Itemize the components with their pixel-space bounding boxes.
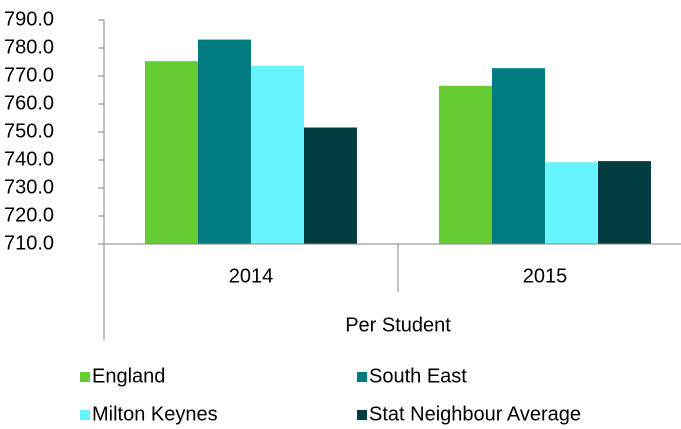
legend-label: England (92, 365, 165, 387)
y-tick-label: 740.0 (4, 148, 54, 170)
bar (545, 162, 598, 244)
legend-label: South East (369, 365, 467, 387)
y-tick-label: 720.0 (4, 204, 54, 226)
y-tick-label: 730.0 (4, 176, 54, 198)
bar (145, 61, 198, 244)
legend-swatch (357, 410, 367, 420)
bar (598, 161, 651, 244)
legend-label: Stat Neighbour Average (369, 403, 581, 425)
bar (251, 65, 304, 244)
legend-swatch (357, 372, 367, 382)
bar (304, 127, 357, 244)
legend-label: Milton Keynes (92, 403, 218, 425)
y-tick-label: 770.0 (4, 64, 54, 86)
x-tick-label: 2015 (523, 265, 568, 287)
x-axis-label: Per Student (345, 314, 451, 336)
y-tick-label: 760.0 (4, 92, 54, 114)
bar (198, 39, 251, 244)
x-tick-label: 2014 (229, 265, 274, 287)
bar (439, 85, 492, 244)
y-tick-label: 790.0 (4, 8, 54, 30)
bar (492, 68, 545, 244)
y-tick-label: 710.0 (4, 232, 54, 254)
y-tick-label: 750.0 (4, 120, 54, 142)
legend-swatch (80, 410, 90, 420)
legend-swatch (80, 372, 90, 382)
y-tick-label: 780.0 (4, 36, 54, 58)
